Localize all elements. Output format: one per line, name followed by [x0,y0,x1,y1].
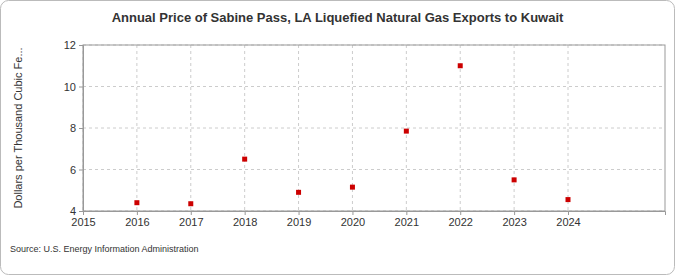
y-axis-title: Dollars per Thousand Cubic Fe... [12,47,24,208]
tick-mark [406,211,407,215]
tick-label: 4 [70,205,76,217]
point [188,201,193,206]
grid-line [298,45,299,211]
tick-mark [79,87,83,88]
tick: 6 [70,164,83,176]
point [404,129,409,134]
point [512,177,517,182]
y-axis: 4 6 8 10 12 [64,39,84,217]
tick: 12 [64,39,83,51]
tick-label: 2017 [179,216,203,228]
grid-line [83,86,665,87]
background [1,1,675,275]
grid [83,45,665,211]
grid-line [514,45,515,211]
tick: 4 [70,205,83,217]
tick-mark [79,128,83,129]
grid-line [568,45,569,211]
tick-label: 8 [70,122,76,134]
tick-label: 2018 [233,216,257,228]
tick: 2022 [448,211,472,228]
tick-label: 2022 [448,216,472,228]
point [458,63,463,68]
tick: 2017 [179,211,203,228]
plot-frame [83,45,665,211]
tick-mark [79,170,83,171]
tick-label: 2024 [556,216,580,228]
point [350,185,355,190]
tick-mark [79,211,83,212]
tick-label: 12 [64,39,76,51]
axis-line [84,212,666,216]
chart: 2015 2016 2017 2018 2019 2020 2021 2022 2023 2024… [0,0,675,275]
tick: 2018 [233,211,257,228]
point [242,157,247,162]
point [134,200,139,205]
tick-mark [568,211,569,215]
tick: 2016 [125,211,149,228]
tick: 2019 [287,211,311,228]
grid-line [136,45,137,211]
tick-mark [79,45,83,46]
tick: 2024 [556,211,580,228]
title: Annual Price of Sabine Pass, LA Liquefie… [112,10,564,25]
tick: 8 [70,122,83,134]
tick: 2023 [502,211,526,228]
plot: 2015 2016 2017 2018 2019 2020 2021 2022 2023 2024… [64,39,666,228]
tick-label: 2019 [287,216,311,228]
tick: 2020 [341,211,365,228]
tick-label: 2015 [71,216,95,228]
grid-line [83,169,665,170]
x-axis: 2015 2016 2017 2018 2019 2020 2021 2022 2023 2024 [71,211,665,228]
tick: 2021 [395,211,419,228]
grid-line [460,45,461,211]
tick-label: 6 [70,164,76,176]
point [296,190,301,195]
grid-line [83,128,665,129]
tick-mark [191,211,192,215]
tick-mark [137,211,138,215]
axis-line [79,46,84,212]
tick-mark [299,211,300,215]
grid-line [406,45,407,211]
tick-mark [460,211,461,215]
grid-line [190,45,191,211]
source: Source: U.S. Energy Information Administ… [10,244,199,254]
tick-mark [245,211,246,215]
tick-label: 2020 [341,216,365,228]
tick-mark [352,211,353,215]
tick-label: 2023 [502,216,526,228]
grid-line [244,45,245,211]
tick: 10 [64,81,83,93]
tick-label: 2021 [395,216,419,228]
tick-label: 10 [64,81,76,93]
point [566,197,571,202]
tick-label: 2016 [125,216,149,228]
tick-mark [514,211,515,215]
points [134,63,570,206]
